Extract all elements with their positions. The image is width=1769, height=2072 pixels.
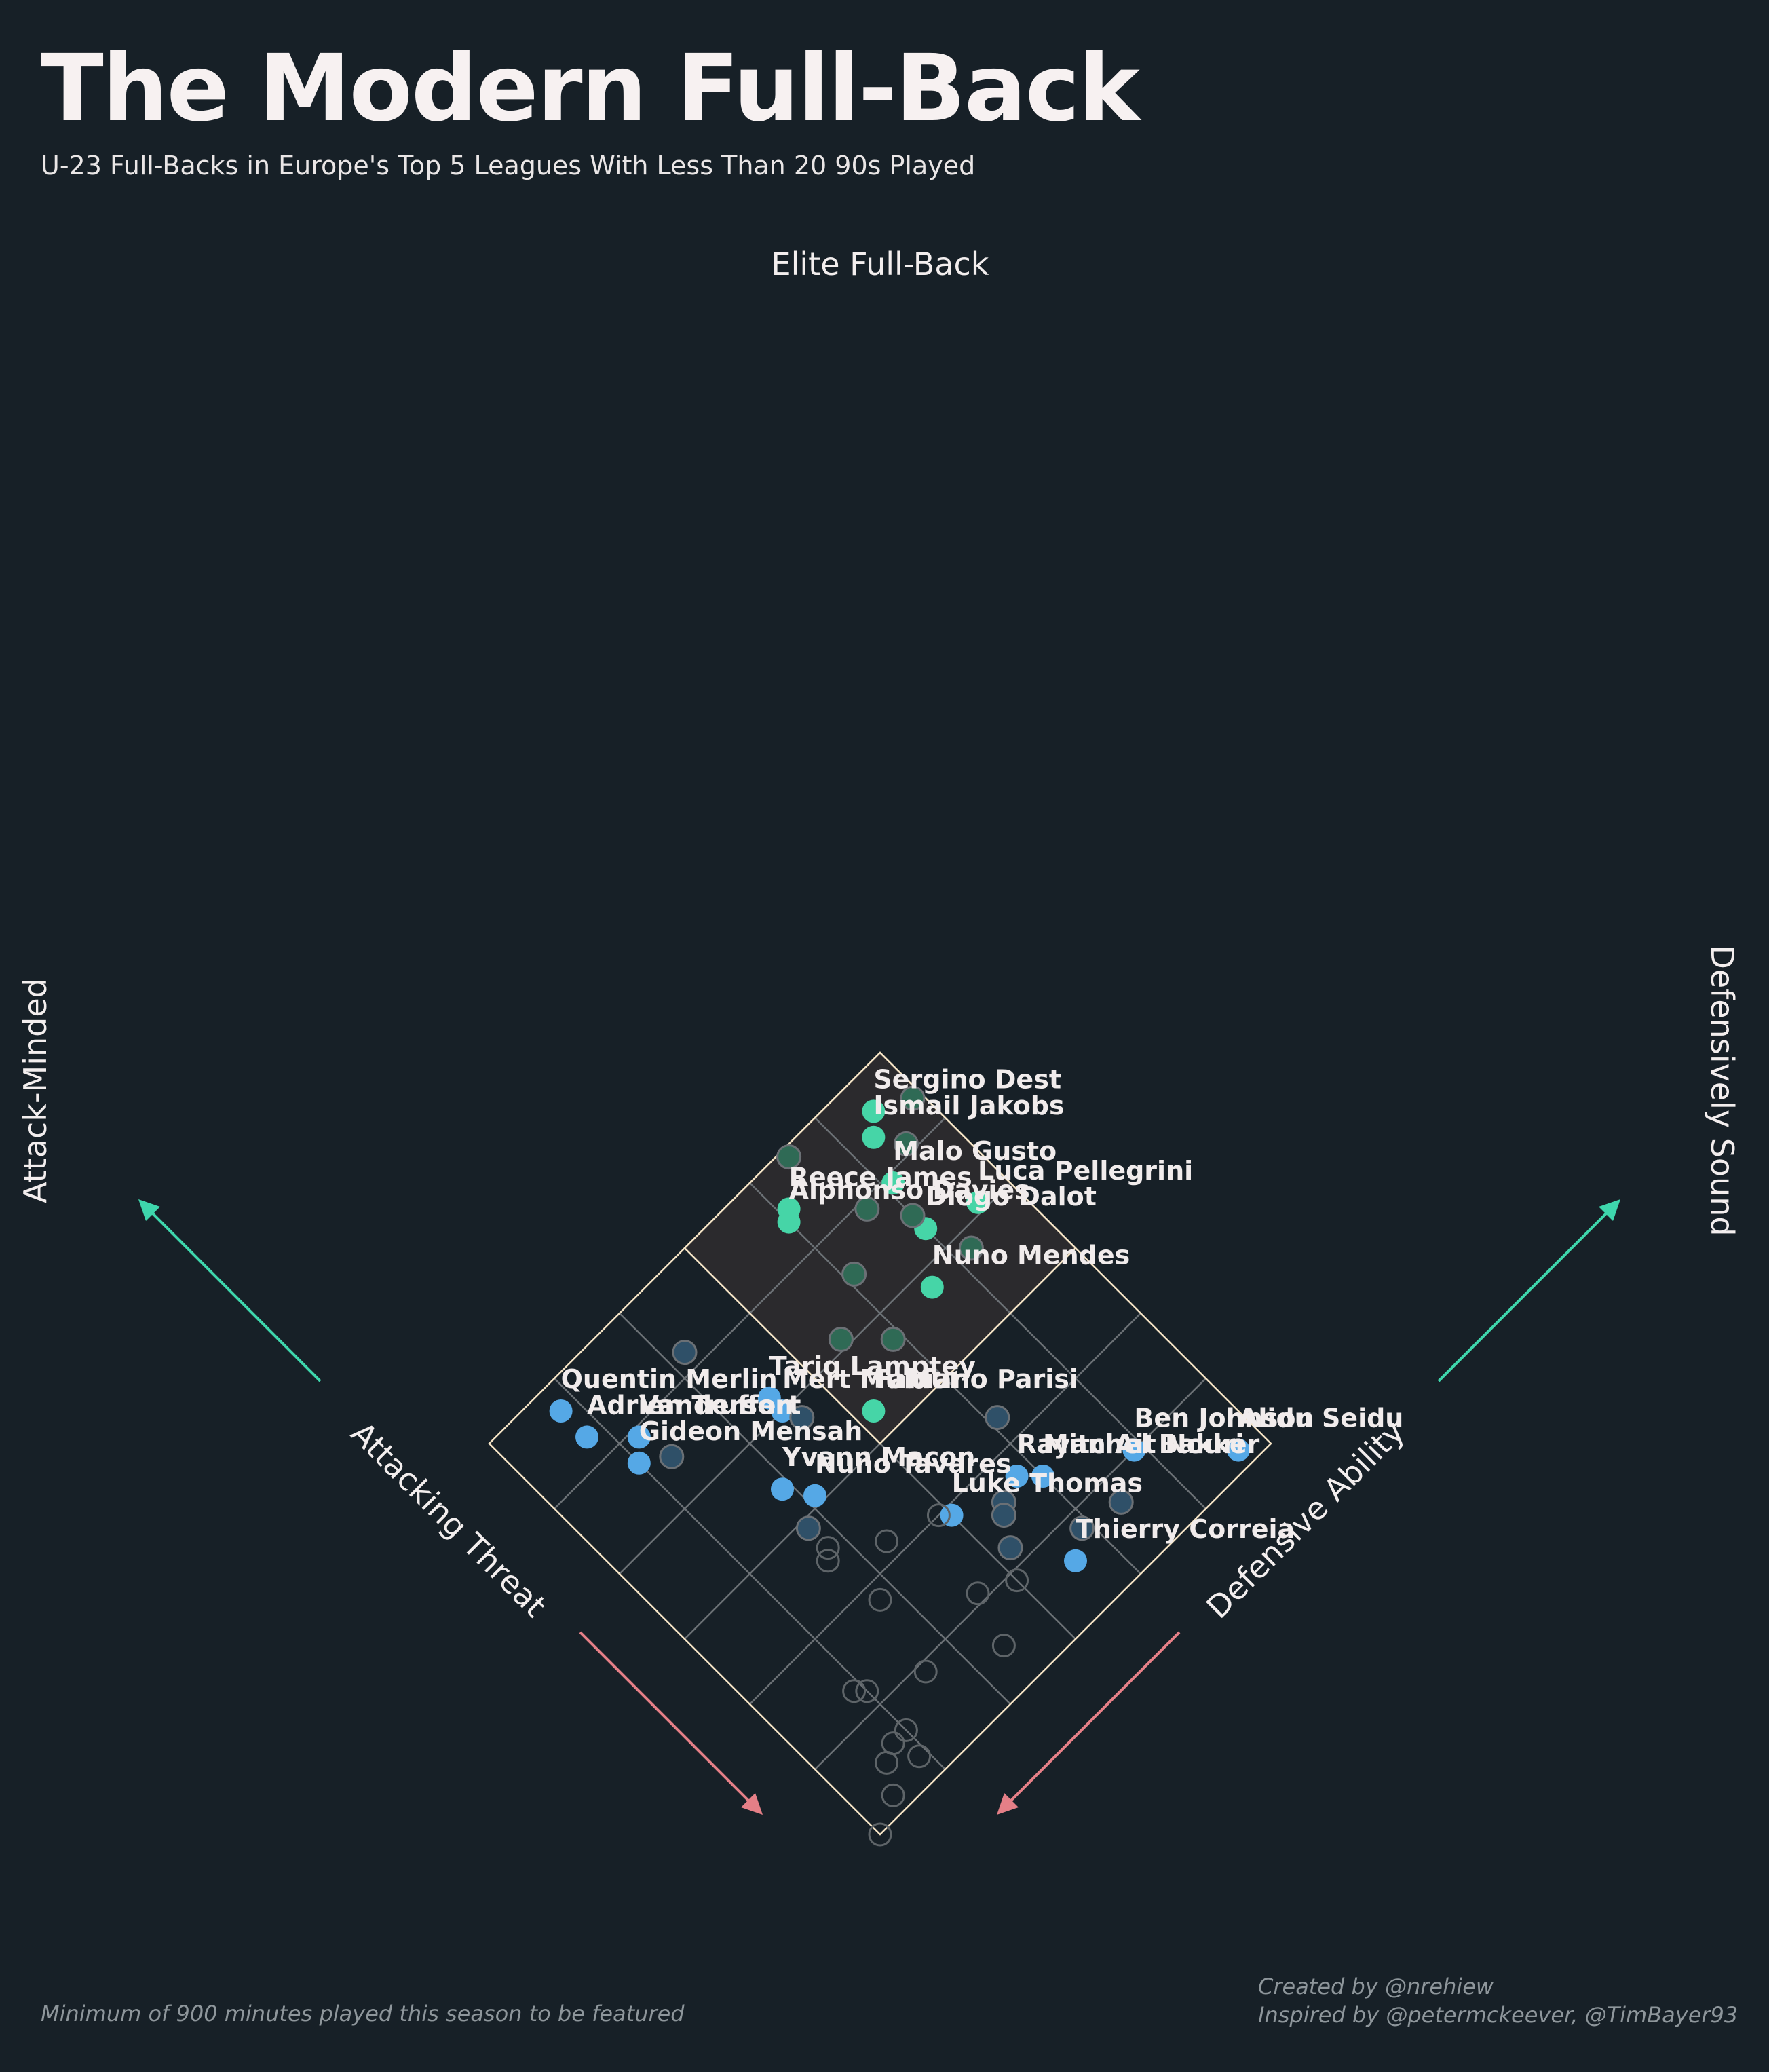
labelled-point	[1122, 1438, 1146, 1462]
credit-created-by: Created by @nrehiew	[1258, 1974, 1494, 1999]
player-label: Fabiano Parisi	[873, 1364, 1078, 1394]
arrow-up-left	[138, 1199, 322, 1382]
corner-label-left: Attack-Minded	[17, 978, 54, 1203]
minor-point	[795, 1515, 821, 1541]
labelled-point	[627, 1425, 651, 1449]
player-label: Yvann Macon	[782, 1442, 975, 1472]
other-point	[913, 1659, 938, 1684]
player-label: Luca Pellegrini	[978, 1156, 1193, 1186]
page-subtitle: U-23 Full-Backs in Europe's Top 5 League…	[41, 151, 976, 181]
corner-label-right: Defensively Sound	[1704, 945, 1741, 1236]
player-label: Ben Johnson	[1134, 1404, 1314, 1433]
other-point	[881, 1783, 905, 1807]
labelled-point	[940, 1503, 964, 1527]
arrow-up-right	[1437, 1199, 1620, 1382]
player-label: Nuno Mendes	[932, 1241, 1130, 1270]
other-point	[1005, 1568, 1029, 1593]
player-label: Adrien Truffert	[587, 1390, 801, 1420]
x-axis-label: Attacking Threat	[344, 1414, 554, 1624]
player-label: Quentin Merlin	[561, 1364, 778, 1394]
grid-line	[619, 1313, 1011, 1705]
minor-point	[1108, 1489, 1134, 1515]
other-point	[881, 1731, 905, 1756]
labelled-point	[771, 1399, 794, 1423]
player-label: Ismail Jakobs	[873, 1091, 1064, 1120]
other-point	[894, 1718, 918, 1742]
elite-point	[880, 1326, 906, 1352]
labelled-point	[575, 1425, 598, 1449]
page-title: The Modern Full-Back	[41, 35, 1140, 143]
player-label: Vanderson	[639, 1390, 794, 1420]
elite-point	[920, 1275, 944, 1299]
other-point	[991, 1634, 1016, 1658]
other-point	[926, 1503, 951, 1528]
elite-point	[958, 1235, 984, 1261]
other-point	[816, 1536, 840, 1560]
corner-label-top: Elite Full-Back	[772, 246, 989, 282]
minor-point	[985, 1405, 1010, 1431]
grid-line	[554, 1378, 946, 1770]
player-label: Nuno Tavares	[815, 1449, 1011, 1479]
labelled-point	[803, 1484, 826, 1507]
elite-point	[841, 1261, 867, 1287]
footnote: Minimum of 900 minutes played this seaso…	[41, 2001, 685, 2027]
other-point	[875, 1750, 899, 1775]
labelled-point	[1031, 1465, 1054, 1488]
other-point	[842, 1679, 867, 1703]
player-label: Tariq Lamptey	[769, 1351, 976, 1381]
elite-point	[900, 1203, 926, 1228]
player-label: Rayan Ait Nouri	[1017, 1429, 1244, 1459]
elite-point	[862, 1125, 886, 1149]
labelled-point	[627, 1451, 651, 1475]
elite-region-outline	[683, 1051, 1077, 1445]
elite-point	[900, 1085, 926, 1111]
credits: Created by @nrehiew Inspired by @petermc…	[1258, 1972, 1738, 2029]
other-point	[855, 1679, 879, 1703]
elite-point	[862, 1099, 886, 1123]
player-label: Luke Thomas	[952, 1469, 1143, 1499]
minor-point	[991, 1503, 1016, 1528]
points-layer	[549, 1085, 1250, 1847]
arrow-down-left	[997, 1631, 1181, 1815]
player-label: Reece James	[789, 1162, 972, 1192]
minor-point	[997, 1535, 1023, 1561]
other-point	[907, 1744, 932, 1769]
labelled-point	[1005, 1465, 1029, 1488]
player-label: Mert Muldur	[782, 1364, 962, 1394]
player-label: Diogo Dalot	[926, 1182, 1097, 1211]
other-point	[868, 1587, 892, 1612]
elite-point	[893, 1131, 919, 1156]
other-point	[875, 1529, 899, 1553]
player-label: Thierry Correia	[1076, 1514, 1295, 1544]
credit-inspired-by: Inspired by @petermckeever, @TimBayer93	[1258, 2002, 1738, 2028]
other-point	[868, 1822, 892, 1847]
other-point	[966, 1581, 990, 1606]
player-label: Alphonso Davies	[789, 1175, 1030, 1205]
player-label: Alidu Seidu	[1238, 1404, 1403, 1433]
labelled-point	[1227, 1438, 1250, 1462]
labelled-point	[1064, 1549, 1087, 1572]
player-label: Gideon Mensah	[639, 1416, 863, 1446]
elite-point	[776, 1144, 802, 1170]
elite-point	[828, 1326, 854, 1352]
arrow-down-right	[579, 1631, 763, 1815]
minor-point	[672, 1340, 698, 1365]
frame-layer	[488, 1051, 1272, 1836]
player-label: Mitchel Bakker	[1043, 1429, 1260, 1459]
minor-point	[1069, 1515, 1095, 1541]
elite-point	[966, 1190, 989, 1214]
elite-point	[881, 1171, 905, 1194]
elite-point	[862, 1399, 886, 1423]
labelled-point	[549, 1399, 573, 1423]
player-label: Sergino Dest	[873, 1064, 1061, 1094]
elite-point	[777, 1210, 801, 1234]
other-point	[816, 1549, 840, 1573]
minor-point	[659, 1444, 685, 1469]
labelled-point	[771, 1477, 794, 1501]
minor-point	[789, 1405, 815, 1431]
elite-point	[854, 1196, 880, 1222]
player-label: Malo Gusto	[893, 1136, 1057, 1166]
